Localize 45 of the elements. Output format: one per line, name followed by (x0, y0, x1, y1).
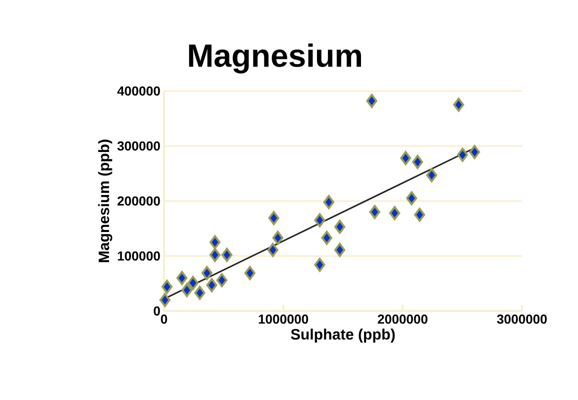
point (469, 145, 480, 160)
point (412, 154, 424, 169)
point (216, 273, 228, 288)
chart-title: Magnesium (189, 44, 362, 74)
y-tick-label: 400000 (117, 86, 160, 96)
x-tick-label: 3000000 (496, 314, 547, 324)
x-tick-label: 2000000 (378, 314, 428, 324)
point (272, 230, 284, 245)
y-tick-label: 100000 (118, 251, 160, 261)
point (366, 94, 378, 108)
point (323, 195, 334, 210)
point (400, 151, 412, 166)
point (268, 211, 280, 226)
point (221, 248, 232, 262)
point (414, 208, 426, 222)
point (209, 248, 220, 262)
point (334, 242, 346, 257)
y-tick-label: 0 (154, 306, 160, 316)
point (389, 206, 400, 220)
x-axis-title: Sulphate (ppb) (290, 328, 395, 343)
point (209, 235, 220, 250)
point (176, 271, 188, 285)
point (406, 191, 418, 206)
point (426, 168, 438, 182)
point (244, 266, 256, 280)
point (194, 286, 206, 300)
point (321, 230, 332, 245)
y-tick-label: 200000 (118, 196, 160, 206)
point (188, 276, 198, 290)
point (453, 98, 464, 112)
y-tick-label: 300000 (117, 141, 160, 151)
point (457, 148, 468, 162)
point (314, 213, 326, 228)
point (181, 283, 192, 298)
x-tick-label: 1000000 (258, 314, 308, 324)
point (334, 220, 346, 234)
point (161, 280, 172, 294)
point (201, 266, 212, 280)
x-tick-label: 0 (160, 314, 168, 324)
y-axis-title: Magnesium (ppb) (98, 140, 112, 262)
point (369, 205, 380, 219)
point (159, 293, 170, 307)
point (267, 242, 278, 257)
point (314, 258, 326, 272)
point (206, 278, 218, 292)
